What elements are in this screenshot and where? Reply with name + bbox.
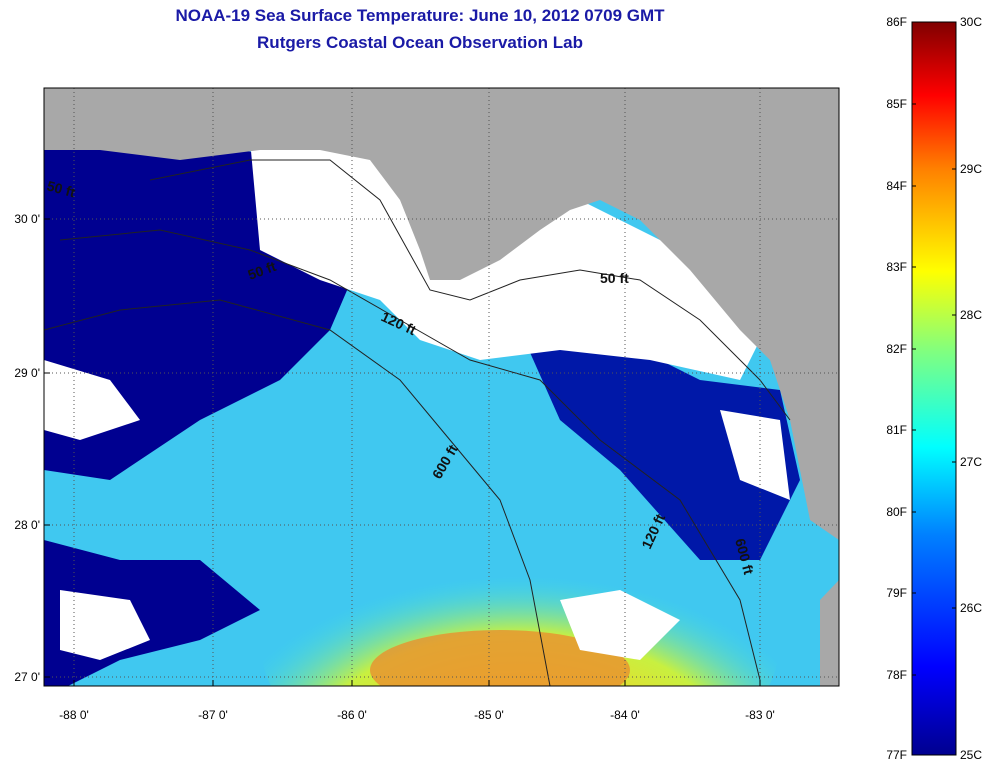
contour-50ft [149, 159, 791, 421]
colorbar-label-f: 83F [886, 260, 907, 274]
cloud-cover [720, 410, 790, 500]
lat-tick-label: 28 0' [14, 518, 40, 532]
colorbar-label-f: 82F [886, 342, 907, 356]
lon-tick-label: -87 0' [198, 708, 228, 722]
colorbar [911, 21, 957, 756]
land-peninsula [820, 580, 839, 686]
cloud-cover [44, 360, 140, 440]
colorbar-label-c: 26C [960, 601, 982, 615]
colorbar-label-c: 29C [960, 162, 982, 176]
map-panel [44, 88, 839, 686]
warm-water-region [370, 630, 630, 686]
land-florida [44, 88, 839, 540]
colorbar-label-c: 28C [960, 308, 982, 322]
map-ticks [44, 218, 761, 686]
lat-tick-label: 27 0' [14, 670, 40, 684]
cloud-cover [60, 590, 150, 660]
colorbar-label-c: 27C [960, 455, 982, 469]
colorbar-label-f: 77F [886, 748, 907, 762]
colorbar-label-f: 86F [886, 15, 907, 29]
contour-label: 50 ft [600, 270, 629, 286]
lon-tick-label: -85 0' [474, 708, 504, 722]
contour-600ft [44, 299, 551, 686]
colorbar-label-f: 79F [886, 586, 907, 600]
colorbar-label-c: 30C [960, 15, 982, 29]
map-frame [43, 87, 840, 687]
lat-tick-label: 29 0' [14, 366, 40, 380]
contour-120ft [59, 229, 761, 681]
colorbar-label-f: 80F [886, 505, 907, 519]
lat-tick-label: 30 0' [14, 212, 40, 226]
colorbar-label-f: 84F [886, 179, 907, 193]
colorbar-label-f: 85F [886, 97, 907, 111]
cold-water-region [520, 330, 800, 560]
colorbar-label-c: 25C [960, 748, 982, 762]
map-grid [44, 88, 839, 686]
colorbar-ticks [912, 21, 956, 756]
lon-tick-label: -86 0' [337, 708, 367, 722]
map-title: NOAA-19 Sea Surface Temperature: June 10… [175, 6, 665, 25]
lon-tick-label: -88 0' [59, 708, 89, 722]
map-subtitle: Rutgers Coastal Ocean Observation Lab [257, 33, 583, 52]
lon-tick-label: -83 0' [745, 708, 775, 722]
cloud-cover [560, 590, 680, 660]
colorbar-label-f: 78F [886, 668, 907, 682]
contour-label: 50 ft [45, 177, 77, 200]
colorbar-label-f: 81F [886, 423, 907, 437]
lon-tick-label: -84 0' [610, 708, 640, 722]
